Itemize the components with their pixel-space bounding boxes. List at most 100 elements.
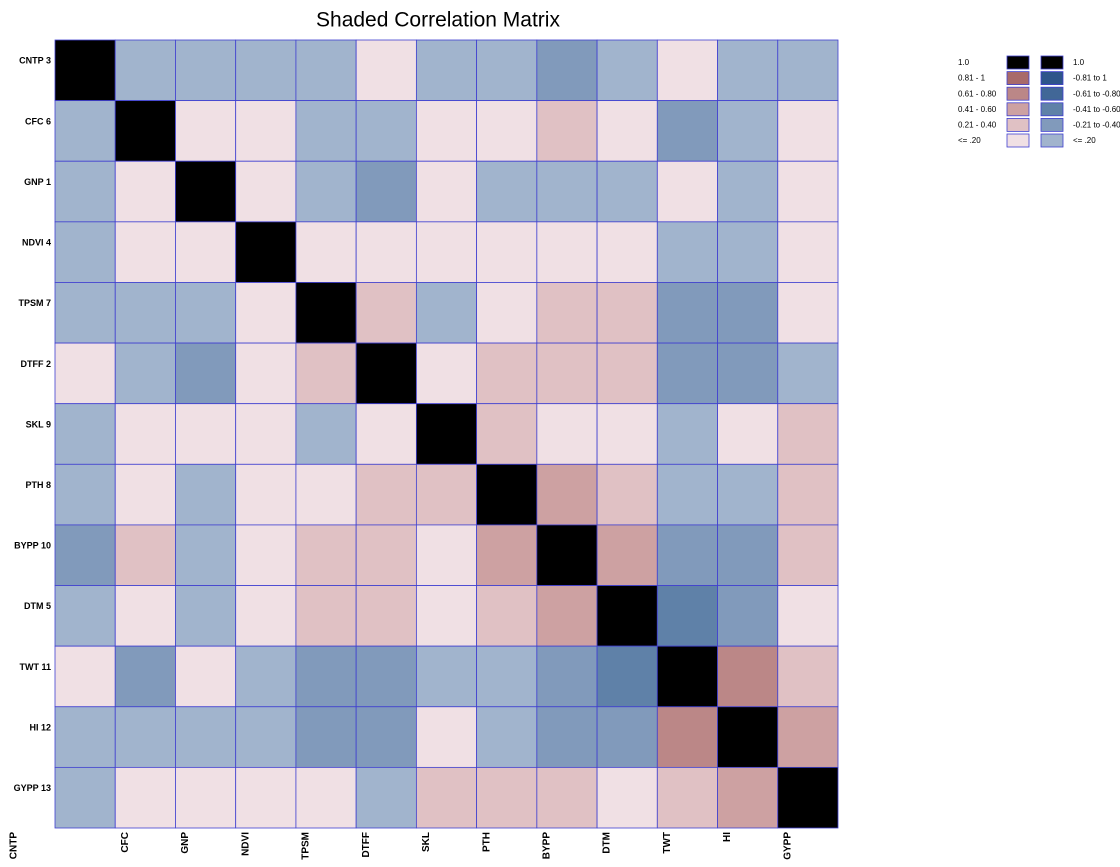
cell bbox=[295, 766, 357, 829]
legend-swatch bbox=[1006, 86, 1030, 101]
cell bbox=[536, 706, 598, 768]
cell bbox=[295, 160, 357, 223]
cell bbox=[114, 645, 176, 708]
cell bbox=[656, 39, 718, 102]
legend-swatch bbox=[1040, 55, 1064, 70]
cell bbox=[355, 39, 417, 102]
cell bbox=[235, 282, 297, 344]
cell bbox=[295, 39, 357, 102]
legend-swatch bbox=[1006, 118, 1030, 132]
cell bbox=[415, 645, 478, 708]
cell bbox=[536, 342, 598, 405]
column-label: SKL bbox=[421, 832, 432, 852]
cell bbox=[175, 282, 237, 344]
cell bbox=[114, 221, 176, 283]
column-label: DTM bbox=[602, 832, 613, 854]
row-label: DTM 5 bbox=[24, 601, 51, 611]
legend-label: -0.81 to 1 bbox=[1073, 74, 1107, 83]
row-label: TPSM 7 bbox=[18, 298, 51, 308]
column-label: CNTP bbox=[9, 832, 20, 860]
chart-title: Shaded Correlation Matrix bbox=[316, 9, 560, 32]
cell bbox=[656, 100, 718, 162]
cell bbox=[777, 160, 839, 223]
cell bbox=[596, 706, 658, 768]
cell bbox=[415, 585, 478, 647]
column-label: BYPP bbox=[541, 832, 552, 860]
cell bbox=[54, 282, 116, 344]
legend-label: 0.41 - 0.60 bbox=[958, 105, 997, 114]
cell bbox=[777, 221, 839, 283]
cell bbox=[355, 524, 417, 586]
row-label: NDVI 4 bbox=[22, 238, 51, 248]
cell bbox=[717, 585, 779, 647]
cell bbox=[777, 585, 839, 647]
cell bbox=[295, 645, 357, 708]
column-label: NDVI bbox=[240, 832, 251, 856]
cell bbox=[175, 463, 237, 526]
cell bbox=[355, 706, 417, 768]
cell bbox=[777, 282, 839, 344]
legend-swatch bbox=[1006, 102, 1030, 117]
cell bbox=[355, 282, 417, 344]
cell bbox=[596, 766, 658, 829]
cell bbox=[355, 645, 417, 708]
cell bbox=[114, 766, 176, 829]
legend-label: -0.21 to -0.40 bbox=[1073, 121, 1120, 130]
cell bbox=[355, 100, 417, 162]
cell bbox=[536, 585, 598, 647]
cell bbox=[656, 463, 718, 526]
legend-label: 1.0 bbox=[1073, 58, 1085, 67]
cell bbox=[175, 39, 237, 102]
cell bbox=[235, 524, 297, 586]
cell bbox=[114, 403, 176, 465]
cell bbox=[355, 342, 417, 405]
row-label: GYPP 13 bbox=[14, 783, 51, 793]
cell bbox=[717, 766, 779, 829]
cell bbox=[777, 706, 839, 768]
row-label: CFC 6 bbox=[25, 116, 51, 126]
cell bbox=[235, 706, 297, 768]
cell bbox=[415, 403, 478, 465]
cell bbox=[295, 403, 357, 465]
cell bbox=[295, 585, 357, 647]
cell bbox=[415, 766, 478, 829]
cell bbox=[656, 645, 718, 708]
cell bbox=[656, 160, 718, 223]
legend-label: 0.81 - 1 bbox=[958, 74, 986, 83]
cell bbox=[54, 645, 116, 708]
cell bbox=[596, 282, 658, 344]
cell bbox=[596, 645, 658, 708]
cell bbox=[235, 342, 297, 405]
cell bbox=[717, 160, 779, 223]
cell bbox=[175, 766, 237, 829]
legend-swatch bbox=[1040, 71, 1064, 85]
cell bbox=[656, 282, 718, 344]
cell bbox=[54, 766, 116, 829]
cell bbox=[476, 766, 538, 829]
cell bbox=[295, 524, 357, 586]
cell bbox=[175, 100, 237, 162]
cell bbox=[596, 403, 658, 465]
cell bbox=[717, 221, 779, 283]
cell bbox=[476, 221, 538, 283]
cell bbox=[536, 282, 598, 344]
cell bbox=[415, 342, 478, 405]
cell bbox=[717, 524, 779, 586]
cell bbox=[175, 524, 237, 586]
cell bbox=[355, 585, 417, 647]
cell bbox=[777, 39, 839, 102]
cell bbox=[717, 463, 779, 526]
cell bbox=[717, 342, 779, 405]
cell bbox=[355, 221, 417, 283]
legend-swatch bbox=[1040, 133, 1064, 148]
row-label: DTFF 2 bbox=[21, 359, 52, 369]
column-label: CFC bbox=[120, 832, 131, 853]
cell bbox=[777, 645, 839, 708]
cell bbox=[235, 160, 297, 223]
cell bbox=[536, 100, 598, 162]
cell bbox=[235, 100, 297, 162]
cell bbox=[596, 342, 658, 405]
cell bbox=[235, 645, 297, 708]
legend-label: 0.61 - 0.80 bbox=[958, 89, 997, 98]
